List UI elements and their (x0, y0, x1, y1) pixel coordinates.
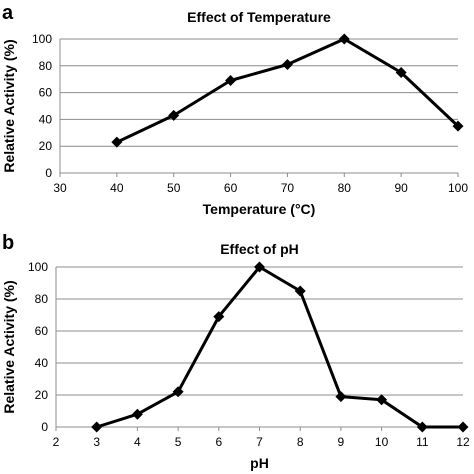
x-tick-label: 10 (375, 435, 389, 449)
x-tick-label: 8 (297, 435, 304, 449)
data-point-marker (335, 391, 347, 403)
x-tick-label: 7 (256, 435, 263, 449)
series-line (116, 37, 460, 144)
x-tick-label: 80 (338, 181, 352, 195)
data-point-marker (254, 261, 265, 273)
data-point-marker (457, 421, 469, 433)
data-point-marker (395, 67, 407, 78)
x-tick-label: 40 (110, 181, 124, 195)
x-tick-label: 3 (93, 435, 100, 449)
panel-letter: a (2, 2, 14, 24)
chart-panel-a: a Effect of Temperature 0 20 40 60 80 100 30 40 50… (1, 2, 468, 217)
y-tick-label: 40 (39, 112, 53, 126)
data-point-marker (131, 408, 143, 420)
y-tick-label: 80 (39, 59, 53, 73)
y-tick-label: 100 (28, 260, 48, 274)
y-tick-label: 20 (39, 139, 53, 153)
series-line (96, 265, 463, 429)
data-point-marker (294, 285, 306, 297)
data-point-marker (213, 311, 225, 323)
y-tick-label: 80 (35, 292, 49, 306)
x-tick-label: 12 (456, 435, 470, 449)
data-point-marker (225, 75, 237, 87)
y-tick-label: 0 (45, 166, 52, 180)
y-tick-label: 20 (35, 388, 49, 402)
x-tick-label: 11 (416, 435, 429, 449)
data-point-marker (281, 58, 293, 70)
data-point-marker (91, 421, 103, 433)
x-tick-label: 70 (281, 181, 295, 195)
x-tick-label: 9 (338, 435, 345, 449)
y-tick-label: 60 (39, 86, 53, 100)
x-tick-label: 60 (224, 181, 238, 195)
x-axis-label: Temperature (°C) (203, 201, 316, 217)
data-point-marker (416, 421, 428, 433)
x-tick-label: 5 (175, 435, 182, 449)
panel-letter: b (2, 232, 14, 254)
y-tick-label: 0 (41, 420, 48, 434)
y-tick-label: 100 (32, 32, 52, 46)
data-point-marker (452, 120, 464, 132)
x-tick-label: 30 (53, 181, 67, 195)
y-axis-label: Relative Activity (%) (1, 39, 17, 172)
data-point-marker (338, 33, 350, 45)
y-tick-label: 60 (35, 324, 49, 338)
chart-title: Effect of pH (220, 241, 299, 257)
chart-panel-b: b Effect of pH 0 20 40 60 80 100 2 3 4 5 6 7 8 9 10 11 12 p… (1, 232, 470, 471)
data-point-marker (376, 394, 388, 406)
data-point-marker (111, 136, 123, 148)
x-tick-label: 6 (215, 435, 222, 449)
data-point-marker (168, 109, 180, 121)
y-axis-label: Relative Activity (%) (1, 280, 17, 413)
x-tick-label: 100 (448, 181, 468, 195)
x-tick-label: 2 (53, 435, 60, 449)
y-tick-label: 40 (35, 356, 49, 370)
x-tick-label: 90 (394, 181, 408, 195)
data-point-marker (172, 386, 184, 398)
x-tick-label: 50 (167, 181, 181, 195)
x-axis-label: pH (250, 455, 269, 471)
chart-title: Effect of Temperature (187, 9, 331, 25)
x-tick-label: 4 (134, 435, 141, 449)
